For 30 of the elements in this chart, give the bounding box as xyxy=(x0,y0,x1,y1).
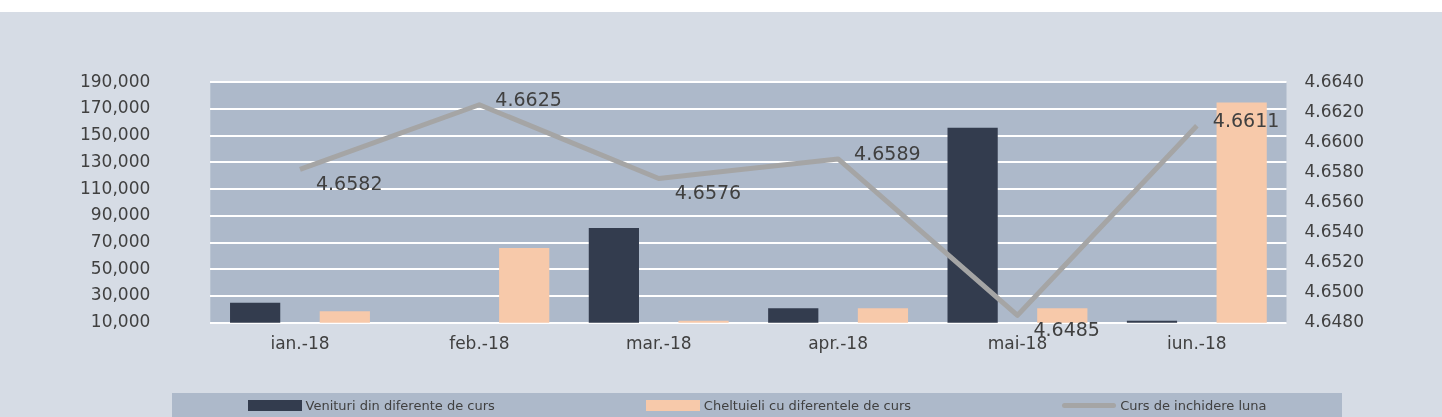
y2-tick-label: 4.6480 xyxy=(1304,311,1364,332)
y2-tick-label: 4.6540 xyxy=(1304,221,1364,241)
x-tick-label: feb.-18 xyxy=(449,333,510,354)
y-tick-label: 70,000 xyxy=(90,231,151,252)
data-label: 4.6611 xyxy=(1212,108,1280,131)
legend-label: Venituri din diferente de curs xyxy=(305,397,495,413)
y-tick-label: 130,000 xyxy=(79,150,151,171)
y-tick-label: 170,000 xyxy=(79,97,151,118)
x-tick-label: ian.-18 xyxy=(270,333,330,354)
y2-tick-label: 4.6600 xyxy=(1304,130,1364,151)
y-tick-label: 190,000 xyxy=(79,70,151,91)
y2-tick-label: 4.6560 xyxy=(1304,190,1364,211)
y2-tick-label: 4.6640 xyxy=(1304,70,1364,91)
y-tick-label: 150,000 xyxy=(79,124,151,145)
x-tick-label: mar.-18 xyxy=(625,333,692,354)
y-tick-label: 30,000 xyxy=(90,284,151,305)
x-tick-label: iun.-18 xyxy=(1167,333,1227,354)
y-tick-label: 90,000 xyxy=(90,204,151,225)
y-tick-label: 10,000 xyxy=(90,311,151,332)
data-label: 4.6625 xyxy=(495,87,562,110)
y2-tick-label: 4.6620 xyxy=(1304,100,1364,121)
y2-tick-label: 4.6580 xyxy=(1304,160,1364,181)
y2-tick-label: 4.6520 xyxy=(1304,251,1364,272)
y2-tick-label: 4.6500 xyxy=(1304,281,1364,302)
data-label: 4.6589 xyxy=(854,141,921,164)
y-tick-label: 110,000 xyxy=(79,177,151,198)
legend-label: Cheltuieli cu diferentele de curs xyxy=(703,397,912,413)
legend-label: Curs de inchidere luna xyxy=(1120,397,1267,413)
x-tick-label: apr.-18 xyxy=(808,333,868,354)
y-tick-label: 50,000 xyxy=(90,257,151,278)
